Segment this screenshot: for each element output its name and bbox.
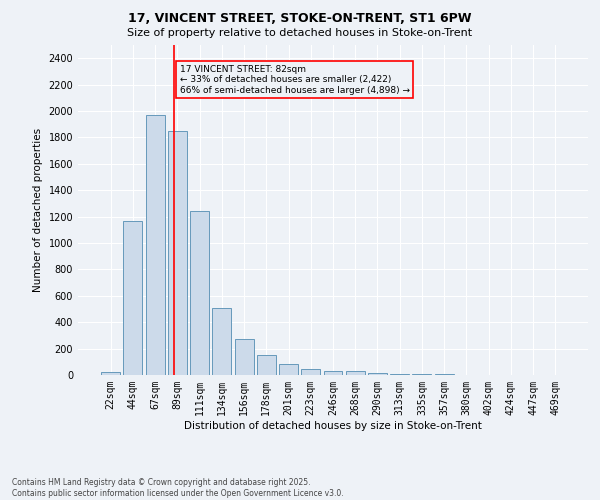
Bar	[146, 115, 164, 375]
X-axis label: Distribution of detached houses by size in Stoke-on-Trent: Distribution of detached houses by size …	[184, 420, 482, 430]
Bar	[368, 373, 387, 375]
Bar	[435, 374, 454, 375]
Bar	[390, 374, 409, 375]
Bar	[190, 212, 209, 375]
Bar	[257, 354, 276, 375]
Bar	[323, 371, 343, 375]
Bar	[235, 340, 254, 375]
Text: 17 VINCENT STREET: 82sqm
← 33% of detached houses are smaller (2,422)
66% of sem: 17 VINCENT STREET: 82sqm ← 33% of detach…	[179, 65, 410, 94]
Bar	[124, 220, 142, 375]
Y-axis label: Number of detached properties: Number of detached properties	[33, 128, 43, 292]
Text: 17, VINCENT STREET, STOKE-ON-TRENT, ST1 6PW: 17, VINCENT STREET, STOKE-ON-TRENT, ST1 …	[128, 12, 472, 26]
Bar	[168, 131, 187, 375]
Bar	[301, 369, 320, 375]
Bar	[346, 372, 365, 375]
Bar	[279, 364, 298, 375]
Bar	[212, 308, 231, 375]
Text: Contains HM Land Registry data © Crown copyright and database right 2025.
Contai: Contains HM Land Registry data © Crown c…	[12, 478, 344, 498]
Bar	[412, 374, 431, 375]
Text: Size of property relative to detached houses in Stoke-on-Trent: Size of property relative to detached ho…	[127, 28, 473, 38]
Bar	[101, 372, 120, 375]
